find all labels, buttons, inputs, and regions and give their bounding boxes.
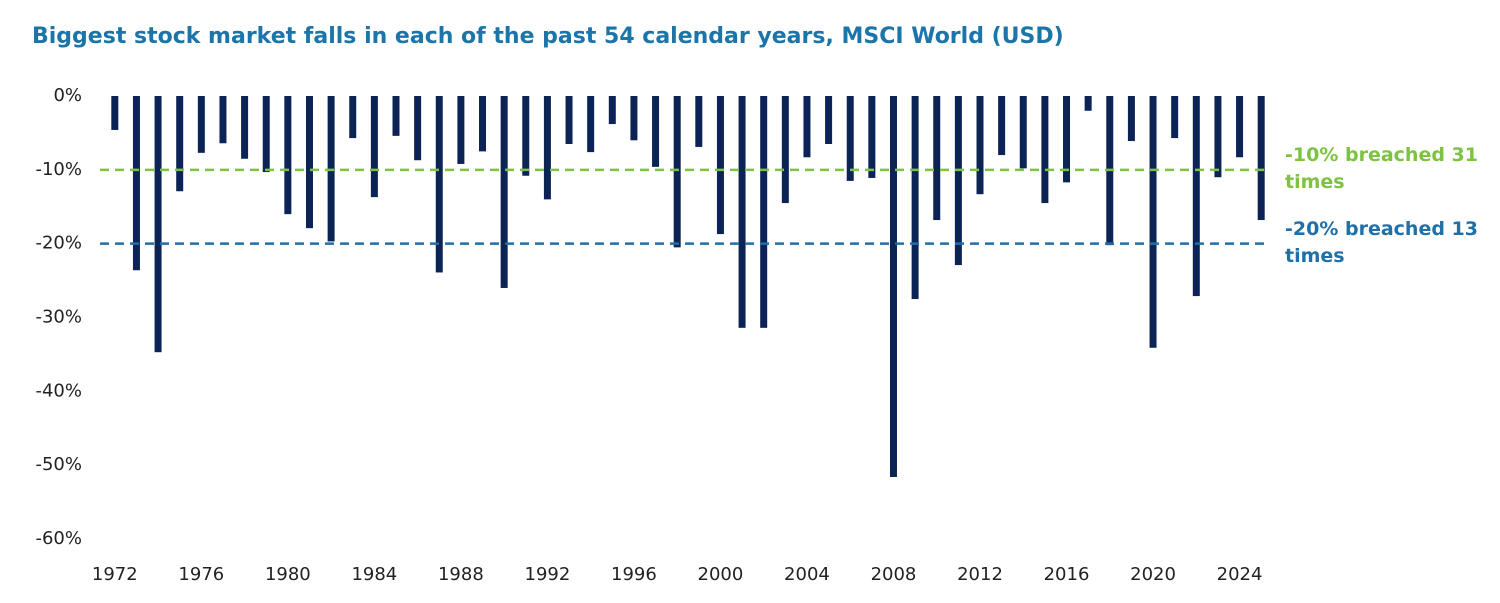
y-tick-label: -30% bbox=[35, 307, 82, 328]
y-tick-label: -40% bbox=[35, 380, 82, 401]
bar bbox=[889, 96, 897, 477]
bar bbox=[435, 96, 443, 273]
reference-label: -20% breached 13 times bbox=[1285, 217, 1478, 267]
bar bbox=[933, 96, 941, 221]
bar bbox=[1214, 96, 1222, 178]
y-tick-label: -20% bbox=[35, 233, 82, 254]
bar bbox=[1257, 96, 1265, 221]
bar bbox=[1171, 96, 1179, 139]
x-tick-label: 2004 bbox=[784, 564, 830, 585]
bar bbox=[197, 96, 205, 153]
bar bbox=[868, 96, 876, 178]
bar bbox=[154, 96, 162, 353]
bar bbox=[911, 96, 919, 300]
bar bbox=[1041, 96, 1049, 204]
bar bbox=[262, 96, 270, 173]
y-tick-label: 0% bbox=[53, 85, 82, 106]
y-tick-label: -10% bbox=[35, 159, 82, 180]
x-tick-label: 2008 bbox=[871, 564, 917, 585]
x-tick-label: 2000 bbox=[698, 564, 744, 585]
bar bbox=[673, 96, 681, 248]
bar bbox=[457, 96, 465, 164]
y-tick-label: -60% bbox=[35, 528, 82, 549]
bar bbox=[1127, 96, 1135, 142]
bar bbox=[176, 96, 184, 192]
bar bbox=[630, 96, 638, 141]
bar bbox=[284, 96, 292, 215]
bar bbox=[716, 96, 724, 235]
bar bbox=[370, 96, 378, 198]
bar bbox=[500, 96, 508, 288]
x-tick-label: 2024 bbox=[1217, 564, 1263, 585]
x-tick-label: 2016 bbox=[1044, 564, 1090, 585]
x-tick-label: 1984 bbox=[351, 564, 397, 585]
bar bbox=[349, 96, 357, 139]
bar bbox=[760, 96, 768, 328]
bar bbox=[695, 96, 703, 147]
bar bbox=[1236, 96, 1244, 158]
bar bbox=[846, 96, 854, 181]
bar bbox=[392, 96, 400, 136]
bar bbox=[803, 96, 811, 158]
bar bbox=[1019, 96, 1027, 169]
x-tick-label: 1988 bbox=[438, 564, 484, 585]
x-tick-label: 1976 bbox=[178, 564, 224, 585]
bar bbox=[738, 96, 746, 328]
bar bbox=[565, 96, 573, 144]
bar bbox=[825, 96, 833, 144]
bar bbox=[608, 96, 616, 125]
bar bbox=[1192, 96, 1200, 297]
x-tick-label: 2012 bbox=[957, 564, 1003, 585]
bar bbox=[241, 96, 249, 159]
bar bbox=[1149, 96, 1157, 348]
y-tick-label: -50% bbox=[35, 454, 82, 475]
x-tick-label: 1996 bbox=[611, 564, 657, 585]
chart-title: Biggest stock market falls in each of th… bbox=[32, 24, 1064, 49]
bar bbox=[543, 96, 551, 200]
bar bbox=[587, 96, 595, 153]
bar bbox=[132, 96, 140, 271]
bar bbox=[781, 96, 789, 204]
x-tick-label: 1992 bbox=[525, 564, 571, 585]
bar bbox=[219, 96, 227, 144]
bar bbox=[998, 96, 1006, 156]
bar bbox=[652, 96, 660, 167]
bar bbox=[414, 96, 422, 161]
x-tick-label: 1980 bbox=[265, 564, 311, 585]
bar bbox=[1063, 96, 1071, 183]
bar bbox=[976, 96, 984, 195]
bar bbox=[111, 96, 119, 130]
x-tick-label: 2020 bbox=[1130, 564, 1176, 585]
bar bbox=[305, 96, 313, 229]
bar bbox=[954, 96, 962, 266]
x-tick-label: 1972 bbox=[92, 564, 138, 585]
reference-label: -10% breached 31 times bbox=[1285, 143, 1478, 193]
bar bbox=[479, 96, 487, 152]
bar bbox=[1084, 96, 1092, 111]
bar bbox=[522, 96, 530, 176]
